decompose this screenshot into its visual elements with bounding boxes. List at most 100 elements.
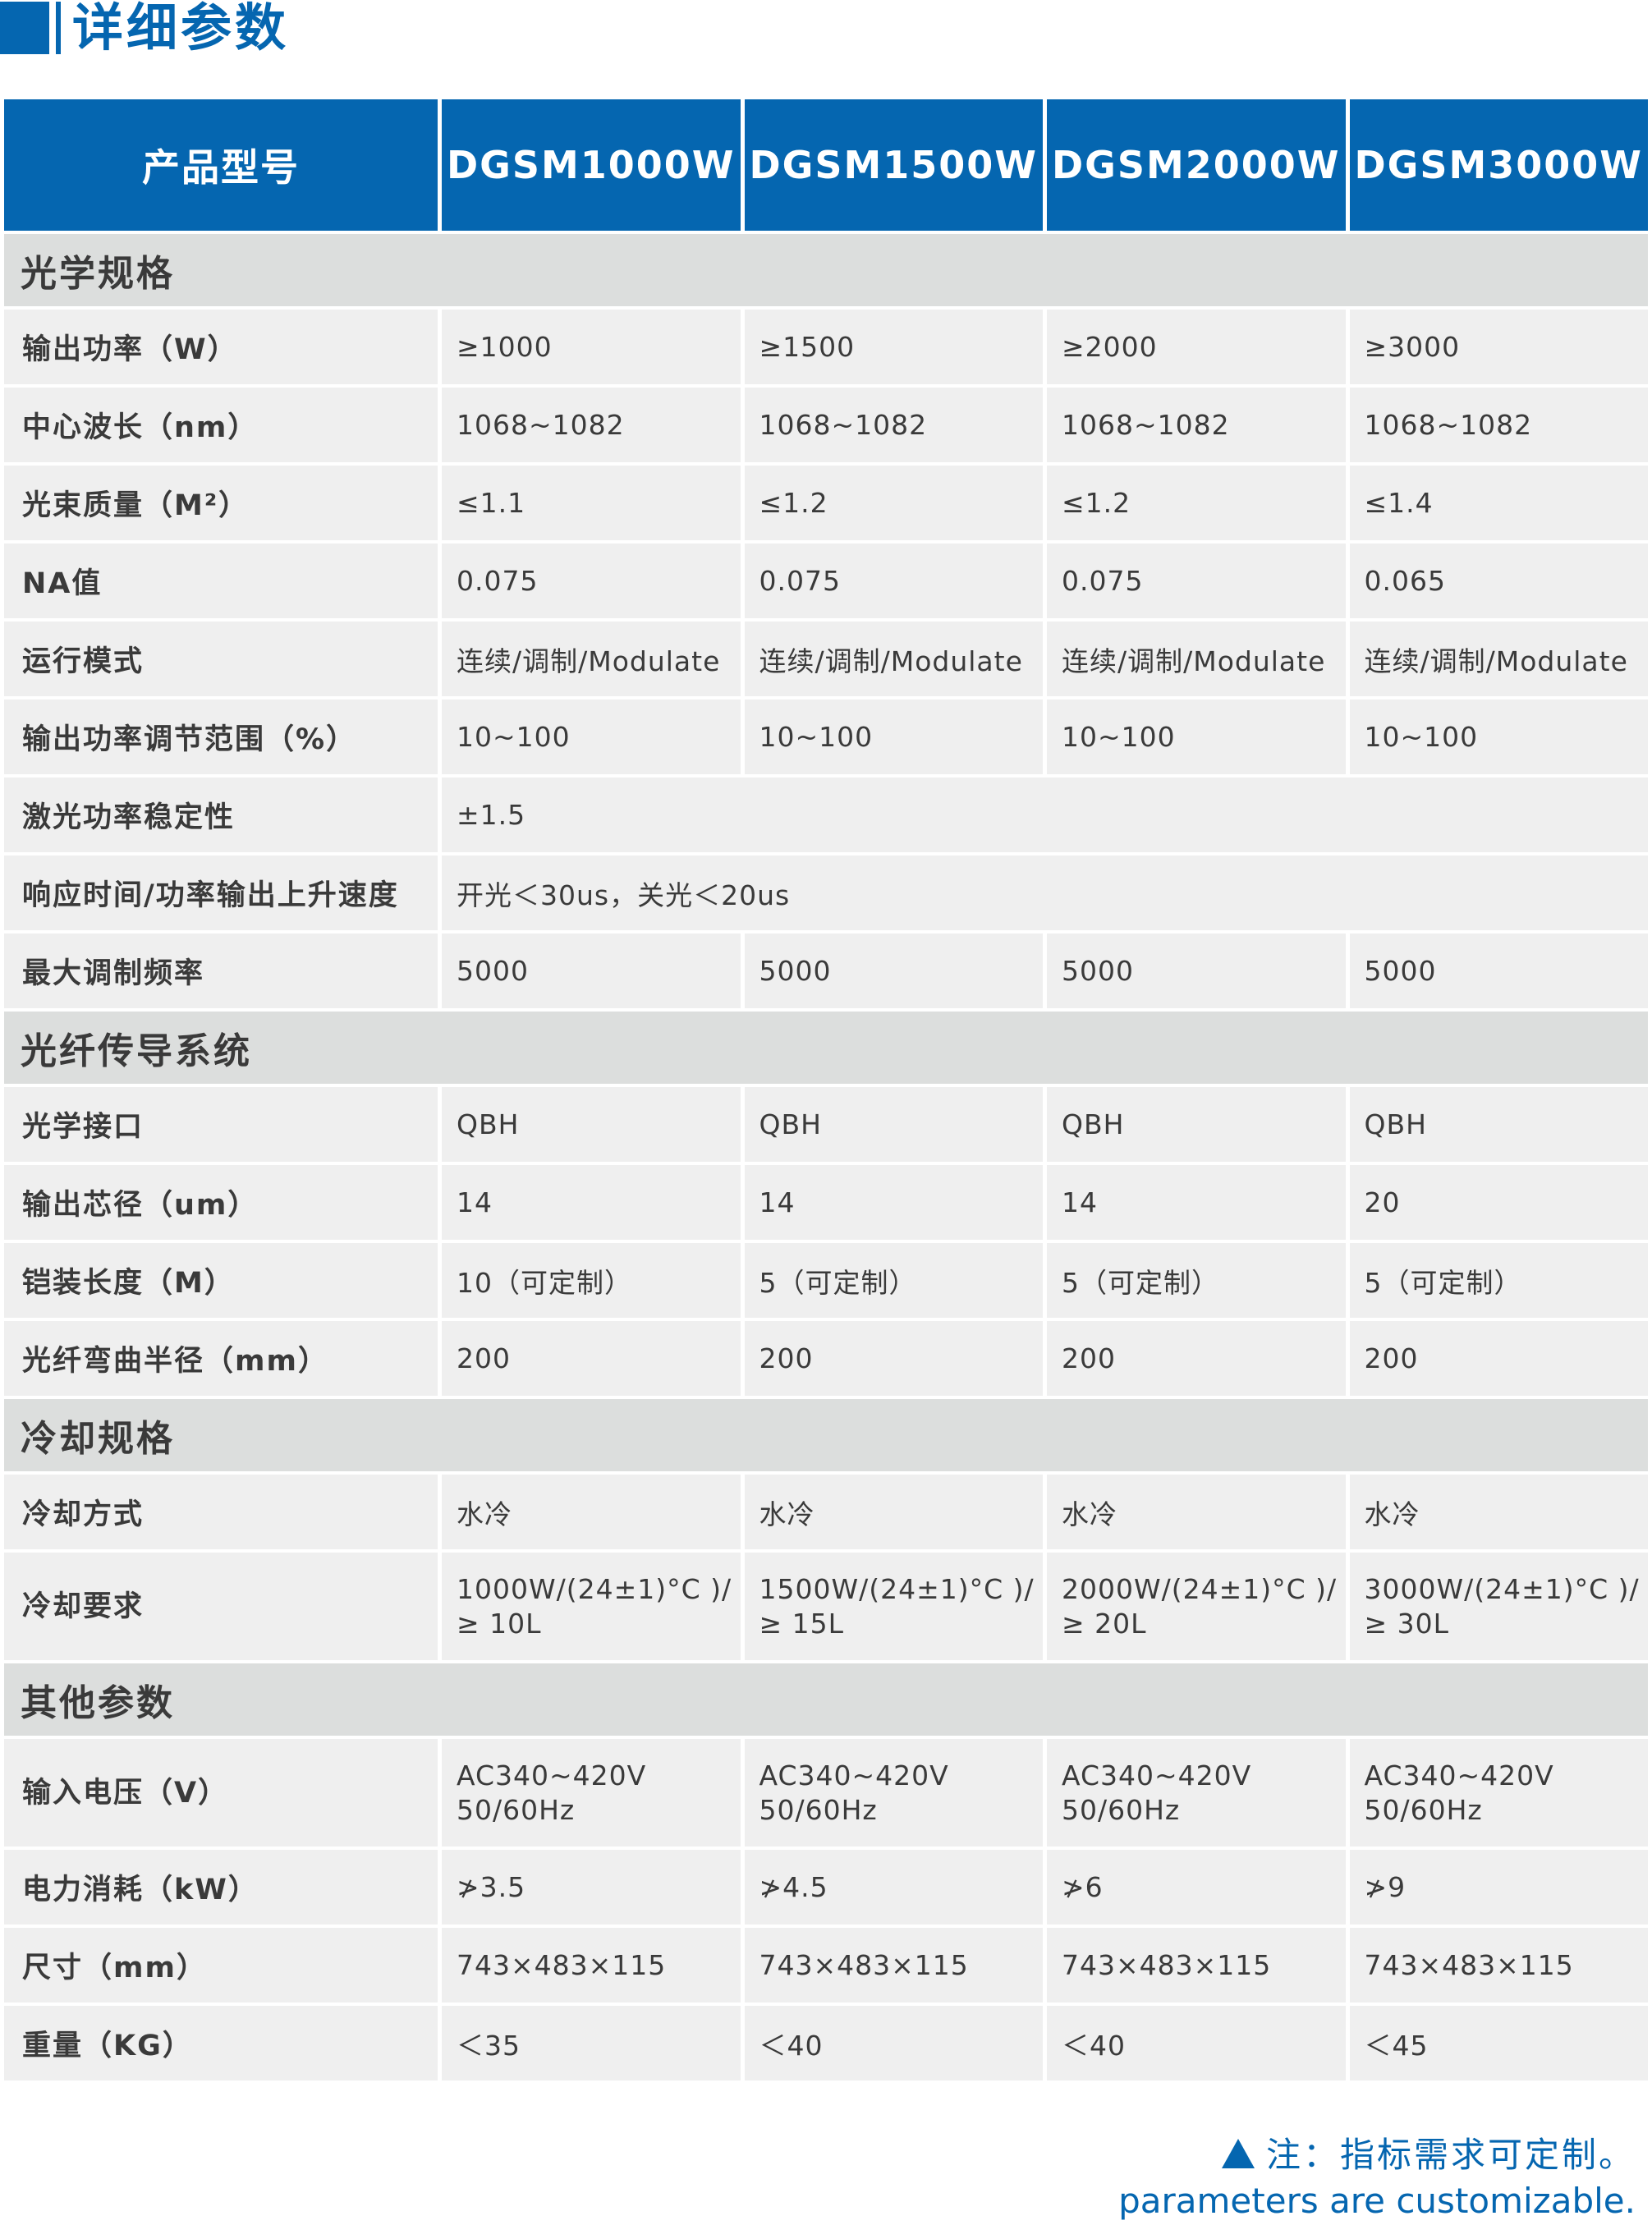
note-cn: 注：指标需求可定制。: [1265, 2135, 1636, 2175]
table-row: 铠装长度（M） 10（可定制） 5（可定制） 5（可定制） 5（可定制）: [4, 1243, 1648, 1318]
row-value: 水冷: [1047, 1475, 1346, 1549]
row-value: 10~100: [1047, 700, 1346, 774]
row-value: ＜35: [442, 2006, 741, 2080]
row-value: ≥1500: [744, 310, 1043, 384]
row-label: 光束质量（M²）: [4, 466, 438, 540]
row-value: ＜40: [1047, 2006, 1346, 2080]
row-label: 最大调制频率: [4, 934, 438, 1008]
section-row: 光纤传导系统: [4, 1012, 1648, 1084]
row-value: 10~100: [1349, 700, 1648, 774]
spec-table: 产品型号 DGSM1000W DGSM1500W DGSM2000W DGSM3…: [0, 96, 1652, 2084]
row-value: 5（可定制）: [744, 1243, 1043, 1318]
row-value: 连续/调制/Modulate: [442, 622, 741, 696]
row-value: 1068~1082: [1349, 388, 1648, 462]
row-value: 14: [744, 1165, 1043, 1240]
row-value: AC340~420V 50/60Hz: [442, 1739, 741, 1847]
row-value: 14: [1047, 1165, 1346, 1240]
row-value: 3000W/(24±1)°C )/≥ 30L: [1349, 1553, 1648, 1660]
row-value: AC340~420V 50/60Hz: [744, 1739, 1043, 1847]
row-value: 2000W/(24±1)°C )/≥ 20L: [1047, 1553, 1346, 1660]
row-value: 5（可定制）: [1047, 1243, 1346, 1318]
row-value: 水冷: [744, 1475, 1043, 1549]
row-value: 1068~1082: [1047, 388, 1346, 462]
row-label: 输出功率（W）: [4, 310, 438, 384]
section-row: 冷却规格: [4, 1399, 1648, 1471]
row-label: 尺寸（mm）: [4, 1928, 438, 2002]
row-value: 743×483×115: [1349, 1928, 1648, 2002]
row-value: ≤1.1: [442, 466, 741, 540]
row-value: 10~100: [744, 700, 1043, 774]
row-value: ±1.5: [442, 778, 1648, 852]
row-label: 输入电压（V）: [4, 1739, 438, 1847]
row-label: 冷却要求: [4, 1553, 438, 1660]
row-label: 电力消耗（kW）: [4, 1850, 438, 1925]
table-row: 冷却方式 水冷 水冷 水冷 水冷: [4, 1475, 1648, 1549]
row-value: 200: [442, 1321, 741, 1396]
row-value: AC340~420V 50/60Hz: [1047, 1739, 1346, 1847]
row-value: 200: [1349, 1321, 1648, 1396]
row-value: ＜40: [744, 2006, 1043, 2080]
table-row: NA值 0.075 0.075 0.075 0.065: [4, 544, 1648, 618]
model-header: DGSM1000W: [442, 99, 741, 231]
title-block-icon: [0, 2, 49, 54]
row-value: 200: [744, 1321, 1043, 1396]
row-value: 0.075: [1047, 544, 1346, 618]
row-value: 连续/调制/Modulate: [744, 622, 1043, 696]
triangle-up-icon: [1221, 2139, 1255, 2168]
row-value: ＜45: [1349, 2006, 1648, 2080]
page-title: 详细参数: [72, 0, 290, 57]
row-value: 0.065: [1349, 544, 1648, 618]
row-value: 743×483×115: [442, 1928, 741, 2002]
row-value: 0.075: [442, 544, 741, 618]
row-label: 光纤弯曲半径（mm）: [4, 1321, 438, 1396]
row-value: ≥3000: [1349, 310, 1648, 384]
section-heading: 光纤传导系统: [4, 1012, 1648, 1084]
row-value: 1068~1082: [744, 388, 1043, 462]
table-row: 输入电压（V） AC340~420V 50/60Hz AC340~420V 50/6…: [4, 1739, 1648, 1847]
model-header: DGSM3000W: [1349, 99, 1648, 231]
table-row: 输出功率调节范围（%） 10~100 10~100 10~100 10~100: [4, 700, 1648, 774]
table-row: 最大调制频率 5000 5000 5000 5000: [4, 934, 1648, 1008]
row-value: 743×483×115: [1047, 1928, 1346, 2002]
table-row: 输出功率（W） ≥1000 ≥1500 ≥2000 ≥3000: [4, 310, 1648, 384]
row-value: ≯4.5: [744, 1850, 1043, 1925]
row-value: ≤1.2: [744, 466, 1043, 540]
row-value: 20: [1349, 1165, 1648, 1240]
note-en: parameters are customizable.: [1118, 2181, 1636, 2221]
title-bar-icon: [56, 2, 61, 54]
row-label: 激光功率稳定性: [4, 778, 438, 852]
table-row: 运行模式 连续/调制/Modulate 连续/调制/Modulate 连续/调制/Mo…: [4, 622, 1648, 696]
row-value: QBH: [1047, 1087, 1346, 1162]
row-value: QBH: [744, 1087, 1043, 1162]
row-label: 重量（KG）: [4, 2006, 438, 2080]
table-row: 电力消耗（kW） ≯3.5 ≯4.5 ≯6 ≯9: [4, 1850, 1648, 1925]
row-value: 水冷: [1349, 1475, 1648, 1549]
row-value: ≯6: [1047, 1850, 1346, 1925]
table-row: 中心波长（nm） 1068~1082 1068~1082 1068~1082 1068~…: [4, 388, 1648, 462]
section-row: 其他参数: [4, 1663, 1648, 1736]
row-label: 光学接口: [4, 1087, 438, 1162]
section-heading: 其他参数: [4, 1663, 1648, 1736]
table-row: 冷却要求 1000W/(24±1)°C )/≥ 10L 1500W/(24±1)°C…: [4, 1553, 1648, 1660]
row-value: ≥2000: [1047, 310, 1346, 384]
table-row: 光纤弯曲半径（mm） 200 200 200 200: [4, 1321, 1648, 1396]
row-value: ≤1.4: [1349, 466, 1648, 540]
row-value: 10~100: [442, 700, 741, 774]
header-row: 产品型号 DGSM1000W DGSM1500W DGSM2000W DGSM3…: [4, 99, 1648, 231]
row-value: 10（可定制）: [442, 1243, 741, 1318]
table-row: 光学接口 QBH QBH QBH QBH: [4, 1087, 1648, 1162]
table-row: 激光功率稳定性 ±1.5: [4, 778, 1648, 852]
model-header: DGSM2000W: [1047, 99, 1346, 231]
section-row: 光学规格: [4, 234, 1648, 306]
table-row: 输出芯径（um） 14 14 14 20: [4, 1165, 1648, 1240]
section-title: 详细参数: [0, 0, 289, 56]
row-value: 5（可定制）: [1349, 1243, 1648, 1318]
table-row: 重量（KG） ＜35 ＜40 ＜40 ＜45: [4, 2006, 1648, 2080]
row-label: 运行模式: [4, 622, 438, 696]
table-row: 光束质量（M²） ≤1.1 ≤1.2 ≤1.2 ≤1.4: [4, 466, 1648, 540]
row-label: 中心波长（nm）: [4, 388, 438, 462]
row-value: 5000: [1047, 934, 1346, 1008]
row-value: 1500W/(24±1)°C )/≥ 15L: [744, 1553, 1043, 1660]
row-value: ≯9: [1349, 1850, 1648, 1925]
row-value: AC340~420V 50/60Hz: [1349, 1739, 1648, 1847]
